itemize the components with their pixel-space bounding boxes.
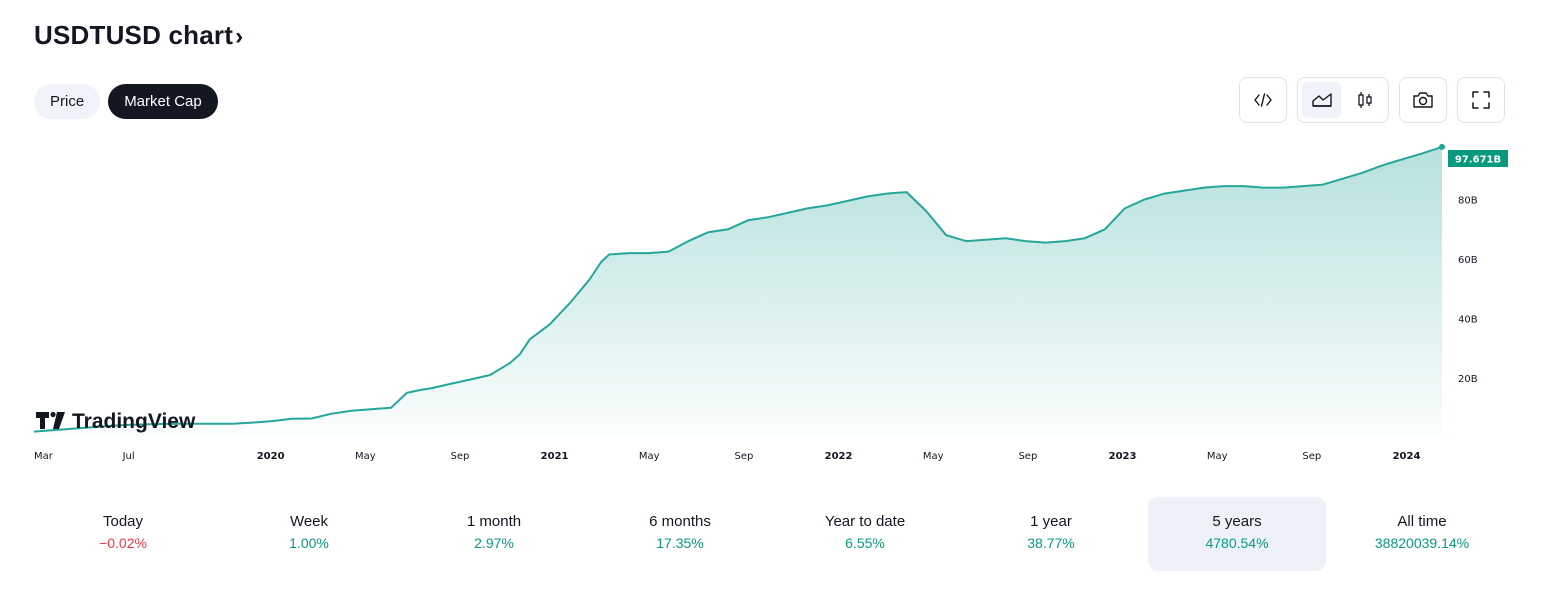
y-axis: 20B 40B 60B 80B — [1458, 196, 1478, 386]
y-tick-label: 60B — [1458, 255, 1478, 266]
period-year-to-date[interactable]: Year to date 6.55% — [776, 497, 954, 571]
period-change: −0.02% — [99, 535, 147, 551]
chevron-right-icon: › — [235, 23, 244, 50]
period-label: Week — [289, 513, 329, 530]
performance-periods: Today −0.02% Week 1.00% 1 month 2.97% 6 … — [30, 497, 1515, 571]
x-tick-year-label: 2023 — [1109, 451, 1137, 462]
period-label: 1 year — [1030, 513, 1072, 530]
period-label: Year to date — [824, 513, 906, 530]
code-icon — [1254, 93, 1272, 107]
x-tick-label: May — [639, 451, 660, 462]
period-change: 2.97% — [474, 535, 514, 551]
last-value-badge: 97.671B — [1448, 150, 1508, 167]
period-label: All time — [1397, 513, 1447, 530]
x-tick-label: May — [923, 451, 944, 462]
last-value-label: 97.671B — [1455, 155, 1501, 166]
embed-button[interactable] — [1239, 77, 1287, 123]
y-tick-label: 40B — [1458, 315, 1478, 326]
chart-toolbar — [1239, 77, 1505, 123]
tradingview-logo-v — [53, 412, 65, 429]
fullscreen-button[interactable] — [1457, 77, 1505, 123]
y-tick-label: 20B — [1458, 374, 1478, 385]
chart-type-tabs: Price Market Cap — [34, 84, 218, 119]
x-tick-year-label: 2021 — [541, 451, 569, 462]
x-axis: Mar Jul 2020 May Sep 2021 May Sep 2022 May Sep 2023… — [34, 451, 1420, 462]
period-week[interactable]: Week 1.00% — [220, 497, 398, 571]
x-tick-label: May — [1207, 451, 1228, 462]
period-today[interactable]: Today −0.02% — [34, 497, 212, 571]
page-title-text: USDTUSD chart — [34, 20, 234, 50]
period-change: 6.55% — [845, 535, 885, 551]
market-cap-area-fill — [34, 146, 1442, 438]
x-tick-label: Sep — [451, 451, 470, 462]
period-change: 17.35% — [656, 535, 704, 551]
period-1-year[interactable]: 1 year 38.77% — [962, 497, 1140, 571]
x-tick-year-label: 2024 — [1393, 451, 1421, 462]
x-tick-year-label: 2022 — [825, 451, 853, 462]
snapshot-button[interactable] — [1399, 77, 1447, 123]
period-5-years[interactable]: 5 years 4780.54% — [1148, 497, 1326, 571]
fullscreen-icon — [1472, 91, 1490, 109]
x-tick-year-label: 2020 — [257, 451, 285, 462]
y-tick-label: 80B — [1458, 196, 1478, 207]
period-change: 38820039.14% — [1374, 535, 1470, 551]
tradingview-logo: TradingView — [36, 410, 196, 433]
period-change: 1.00% — [289, 535, 329, 551]
area-chart-button[interactable] — [1302, 82, 1341, 118]
last-value-badge-bg — [1448, 150, 1508, 167]
period-label: Today — [102, 513, 144, 530]
period-label: 1 month — [466, 513, 522, 530]
period-1-month[interactable]: 1 month 2.97% — [405, 497, 583, 571]
tab-market-cap[interactable]: Market Cap — [108, 84, 218, 119]
period-6-months[interactable]: 6 months 17.35% — [591, 497, 769, 571]
x-tick-label: Sep — [1302, 451, 1321, 462]
tradingview-logo-t — [36, 412, 49, 429]
period-label: 6 months — [649, 513, 711, 530]
x-tick-label: Sep — [734, 451, 753, 462]
x-tick-label: Jul — [122, 451, 135, 462]
period-change: 4780.54% — [1205, 535, 1269, 551]
tradingview-watermark: TradingView — [72, 410, 196, 433]
tab-price[interactable]: Price — [34, 84, 101, 119]
x-tick-label: Mar — [34, 451, 54, 462]
chart-style-toggle — [1297, 77, 1389, 123]
candles-icon — [1357, 92, 1372, 108]
area-chart-icon — [1311, 93, 1332, 107]
camera-icon — [1413, 92, 1433, 108]
last-value-point — [1439, 143, 1445, 150]
market-cap-series-line — [33, 145, 1443, 433]
period-change: 38.77% — [1027, 535, 1075, 551]
period-all-time[interactable]: All time 38820039.14% — [1333, 497, 1511, 571]
x-tick-label: Sep — [1018, 451, 1037, 462]
market-cap-chart[interactable]: Mar Jul 2020 May Sep 2021 May Sep 2022 May Sep 2023… — [0, 140, 1556, 470]
page-title[interactable]: USDTUSD chart› — [34, 20, 243, 51]
period-label: 5 years — [1212, 513, 1262, 530]
candles-chart-button[interactable] — [1345, 82, 1384, 118]
tradingview-logo-dot — [50, 411, 56, 418]
x-tick-label: May — [355, 451, 376, 462]
